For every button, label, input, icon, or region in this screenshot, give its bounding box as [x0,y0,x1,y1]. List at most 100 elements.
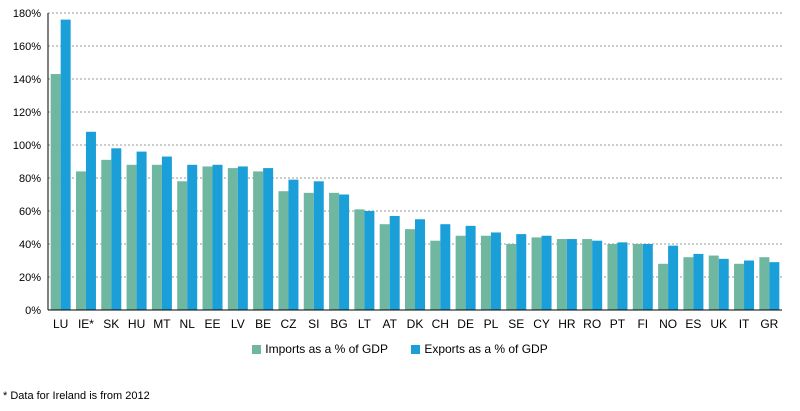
bar-exports [490,232,501,310]
bar-exports [465,225,476,310]
legend-label-exports: Exports as a % of GDP [424,342,548,356]
y-tick-label: 80% [19,173,41,185]
bar-exports [693,253,704,310]
bar-imports [202,166,213,310]
bar-imports [151,164,162,310]
bar-imports [607,244,618,310]
bar-imports [430,240,441,310]
bar-exports [769,262,780,310]
x-tick-label: SE [508,317,524,331]
x-tick-label: LU [53,317,68,331]
x-tick-label: DE [457,317,474,331]
bar-imports [101,159,112,310]
bar-exports [212,164,223,310]
x-tick-label: PT [610,317,626,331]
bar-imports [683,257,694,310]
bar-exports [237,166,248,310]
bar-imports [329,192,340,310]
y-tick-label: 160% [13,41,41,53]
bar-imports [531,237,542,310]
x-tick-label: EE [205,317,221,331]
x-tick-label: IT [739,317,750,331]
x-tick-label: NO [659,317,677,331]
x-tick-label: UK [710,317,727,331]
bar-exports [541,235,552,310]
legend-swatch-imports [252,345,262,355]
bar-imports [708,255,719,310]
y-tick-label: 100% [13,140,41,152]
x-tick-label: GR [760,317,778,331]
bar-imports [480,235,491,310]
x-tick-label: CZ [280,317,296,331]
bar-exports [263,168,274,310]
bar-exports [617,242,628,310]
x-tick-label: BG [330,317,347,331]
y-tick-label: 0% [25,305,41,317]
bar-exports [744,260,755,310]
bar-exports [389,215,400,310]
bar-imports [734,263,745,310]
bar-imports [455,235,466,310]
bar-exports [718,258,729,310]
y-tick-label: 40% [19,239,41,251]
x-tick-label: AT [382,317,397,331]
bar-imports [50,74,61,310]
bar-imports [126,164,137,310]
y-tick-label: 120% [13,107,41,119]
bar-exports [187,164,198,310]
y-tick-label: 60% [19,206,41,218]
chart-legend: Imports as a % of GDP Exports as a % of … [0,342,800,356]
bar-imports [75,171,86,310]
bar-exports [592,240,603,310]
footnote: * Data for Ireland is from 2012 [3,390,150,402]
bar-exports [566,239,577,310]
x-tick-label: IE* [78,317,94,331]
bar-imports [506,244,517,310]
bar-exports [642,244,653,310]
bar-exports [415,219,425,310]
bar-exports [60,19,71,310]
x-tick-label: HR [558,317,576,331]
bar-exports [161,156,172,310]
bar-imports [658,263,669,310]
bar-exports [85,131,96,310]
bar-imports [278,191,289,310]
bar-exports [364,211,375,310]
x-tick-label: RO [583,317,601,331]
x-tick-label: FI [637,317,648,331]
bar-imports [227,168,238,310]
bar-imports [177,181,188,310]
x-tick-label: PL [484,317,499,331]
x-tick-label: LT [358,317,372,331]
legend-label-imports: Imports as a % of GDP [265,342,388,356]
bar-chart: 0% 20% 40% 60% 80% 100% 120% 140% 160% 180% LU IE* S… [13,8,782,331]
x-tick-label: DK [407,317,424,331]
x-tick-label: CH [432,317,449,331]
bar-imports [354,209,365,310]
bar-imports [759,257,770,310]
bar-imports [303,192,314,310]
y-tick-label: 140% [13,74,41,86]
x-tick-label: BE [255,317,271,331]
x-tick-label: SK [103,317,119,331]
bar-exports [288,179,299,310]
x-tick-label: HU [128,317,145,331]
x-tick-label: SI [308,317,319,331]
x-tick-label: MT [153,317,171,331]
y-tick-label: 20% [19,272,41,284]
bar-imports [253,171,264,310]
x-tick-label: ES [685,317,701,331]
bar-imports [582,239,593,310]
bar-exports [516,234,527,310]
bar-exports [313,181,324,310]
legend-item-exports: Exports as a % of GDP [411,342,548,356]
legend-swatch-exports [411,345,421,355]
legend-item-imports: Imports as a % of GDP [252,342,388,356]
x-tick-label: NL [180,317,196,331]
bar-exports [440,224,451,310]
x-tick-label: CY [533,317,550,331]
y-tick-label: 180% [13,8,41,20]
bar-imports [379,224,390,310]
bar-imports [556,239,567,310]
bar-exports [136,151,147,310]
